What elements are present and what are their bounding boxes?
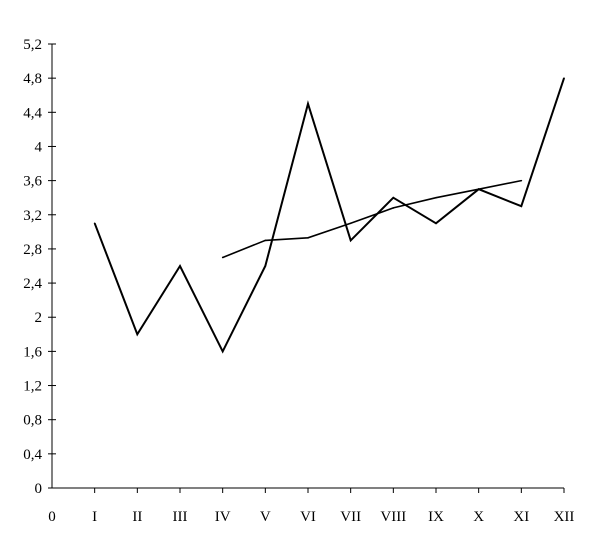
y-tick-label: 0,4 [23, 447, 42, 463]
data-point [477, 188, 480, 190]
y-tick-label: 2,4 [23, 276, 42, 292]
data-point [264, 239, 267, 242]
data-point [221, 256, 224, 259]
y-tick-label: 3,2 [23, 208, 42, 224]
x-tick-label: I [92, 509, 97, 525]
y-tick-label: 4 [35, 139, 43, 155]
y-tick-label: 5,2 [23, 37, 42, 53]
x-tick-label: VII [340, 509, 361, 525]
data-point [563, 77, 565, 79]
data-point [179, 265, 181, 267]
data-point [264, 265, 267, 267]
x-tick-label: III [173, 509, 188, 525]
x-tick-label: II [132, 509, 142, 525]
y-tick-label: 1,6 [23, 344, 42, 360]
x-tick-label: VIII [380, 509, 406, 525]
y-tick-label: 1,2 [23, 379, 42, 395]
y-tick-label: 4,8 [23, 71, 42, 87]
data-point [435, 222, 437, 225]
data-point [93, 222, 96, 225]
x-tick-label: XI [513, 509, 529, 525]
x-tick-label: XII [554, 509, 575, 525]
data-point [349, 222, 352, 225]
axes [48, 43, 565, 493]
data-point [221, 350, 224, 353]
x-tick-label: IX [428, 509, 444, 525]
y-tick-label: 0,8 [23, 413, 42, 429]
data-point [520, 205, 523, 208]
data-point [349, 239, 352, 242]
y-tick-label: 2,8 [23, 242, 42, 258]
y-tick-label: 2 [35, 310, 43, 326]
data-point [392, 196, 395, 199]
data-point [392, 207, 395, 209]
y-tick-label: 4,4 [23, 105, 42, 121]
data-point [136, 333, 139, 336]
series-line-trend [222, 179, 522, 259]
series-line-monthly [93, 77, 565, 354]
series-group [93, 77, 565, 354]
x-tick-label: IV [215, 509, 231, 525]
x-tick-label: X [473, 509, 484, 525]
y-tick-label: 3,6 [23, 174, 42, 190]
y-tick-label: 0 [35, 481, 43, 497]
tick-labels: 00,40,81,21,622,42,83,23,644,44,85,20 I II… [23, 37, 574, 525]
data-point [520, 179, 523, 182]
x-tick-label: VI [300, 509, 316, 525]
data-point [307, 102, 309, 105]
data-point [307, 237, 309, 239]
data-point [435, 196, 437, 199]
x-tick-label: V [260, 509, 271, 525]
x-tick-label: 0 [48, 509, 56, 525]
